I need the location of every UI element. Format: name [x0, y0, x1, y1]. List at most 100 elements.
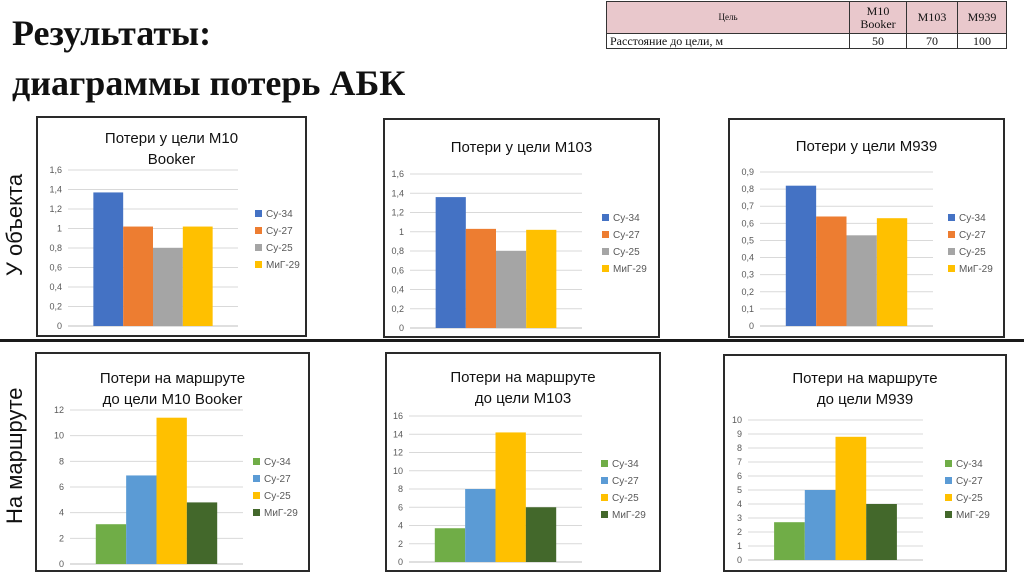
chart-title: Потери у цели М939 [730, 136, 1003, 157]
legend-label: Су-25 [959, 247, 986, 258]
legend-label: Су-34 [959, 213, 986, 224]
legend-swatch [945, 494, 952, 501]
y-tick-label: 8 [737, 443, 742, 453]
legend-label: МиГ-29 [956, 510, 990, 521]
legend-swatch [602, 214, 609, 221]
y-tick-label: 0 [737, 555, 742, 565]
chart-plot: 0 2 4 6 8 10 12 14 16 Су-34 Су-27 Су-25 МиГ-29 [393, 411, 646, 567]
legend-label: Су-27 [613, 230, 640, 241]
chart-title-line: Потери на маршруте [450, 369, 596, 386]
legend-label: Су-25 [612, 493, 639, 504]
table-cell-m10: 50 [849, 33, 907, 49]
y-tick-label: 0,2 [741, 287, 754, 297]
y-tick-label: 1,6 [49, 165, 62, 175]
y-tick-label: 0,7 [741, 201, 754, 211]
y-tick-label: 0,2 [391, 304, 404, 314]
y-tick-label: 0,6 [741, 218, 754, 228]
legend-label: МиГ-29 [264, 508, 298, 519]
table-header-m103: М103 [906, 1, 958, 34]
bar-su-34 [95, 524, 127, 564]
y-tick-label: 4 [398, 521, 403, 531]
legend-swatch [601, 494, 608, 501]
table-header-target: Цель [606, 1, 850, 34]
y-tick-label: 1,2 [49, 204, 62, 214]
legend-swatch [253, 475, 260, 482]
y-tick-label: 0,8 [741, 184, 754, 194]
row-label-at-target: У объекта [2, 173, 27, 277]
bar-su-34 [434, 528, 466, 562]
bar-su-25 [153, 248, 183, 326]
chart-title: Потери на маршруте до цели М10 Booker [37, 368, 308, 410]
bar-mig-29 [182, 226, 213, 326]
chart-panel-at-target-m10: Потери у цели М10 Booker 0 0,2 0,4 0,6 0,8 1 1… [36, 116, 307, 337]
y-tick-label: 10 [54, 431, 64, 441]
chart-plot: 0 0,1 0,2 0,3 0,4 0,5 0,6 0,7 0,8 0,9 Су-34 Су-27 Су… [741, 167, 993, 331]
bar-su-25 [156, 417, 187, 564]
bar-su-34 [785, 185, 817, 326]
y-tick-label: 0,6 [49, 263, 62, 273]
chart-plot: 0 2 4 6 8 10 12 Су-34 Су-27 Су-25 МиГ-29 [54, 405, 298, 569]
y-tick-label: 3 [737, 513, 742, 523]
chart-title-line: до цели М939 [816, 391, 914, 408]
legend-swatch [948, 231, 955, 238]
legend-label: Су-34 [266, 209, 293, 220]
y-tick-label: 0 [59, 559, 64, 569]
y-tick-label: 1,4 [49, 185, 62, 195]
legend-label: Су-34 [264, 457, 291, 468]
y-tick-label: 2 [59, 533, 64, 543]
y-tick-label: 8 [398, 484, 403, 494]
y-tick-label: 2 [398, 539, 403, 549]
y-tick-label: 10 [732, 415, 742, 425]
chart-panel-en-route-m103: Потери на маршруте до цели М103 0 2 4 6 8 10 1… [385, 352, 661, 572]
chart-title: Потери на маршруте до цели М939 [725, 368, 1005, 410]
bar-su-27 [816, 216, 847, 326]
chart-title-line: Потери на маршруте [99, 370, 246, 387]
title-line-1: Результаты: [12, 13, 212, 53]
legend-swatch [948, 248, 955, 255]
table-cell-m939: 100 [957, 33, 1007, 49]
y-tick-label: 0 [749, 321, 754, 331]
y-tick-label: 0,6 [391, 265, 404, 275]
legend-label: Су-34 [956, 459, 983, 470]
legend-label: Су-27 [959, 230, 986, 241]
chart-title-line: Booker [147, 151, 196, 168]
legend-swatch [602, 231, 609, 238]
chart-plot: 0 1 2 3 4 5 6 7 8 9 10 Су-34 Су-27 Су-25 МиГ-29 [732, 415, 990, 565]
legend-swatch [602, 265, 609, 272]
bar-mig-29 [186, 502, 218, 564]
legend-swatch [602, 248, 609, 255]
y-tick-label: 0,1 [741, 304, 754, 314]
chart-title: Потери на маршруте до цели М103 [387, 367, 659, 409]
y-tick-label: 10 [393, 466, 403, 476]
legend-swatch [945, 511, 952, 518]
legend-swatch [945, 460, 952, 467]
legend-swatch [948, 265, 955, 272]
y-tick-label: 0,9 [741, 167, 754, 177]
y-tick-label: 12 [393, 448, 403, 458]
legend-label: Су-25 [613, 247, 640, 258]
title-line-2: диаграммы потерь АБК [12, 63, 406, 103]
y-tick-label: 7 [737, 457, 742, 467]
y-tick-label: 14 [393, 429, 403, 439]
y-tick-label: 0,3 [741, 270, 754, 280]
y-tick-label: 0,2 [49, 302, 62, 312]
legend-label: Су-27 [612, 476, 639, 487]
legend-label: Су-27 [956, 476, 983, 487]
y-tick-label: 4 [737, 499, 742, 509]
bar-su-27 [465, 489, 496, 562]
chart-plot: 0 0,2 0,4 0,6 0,8 1 1,2 1,4 1,6 Су-34 Су-27 Су-25 Ми… [49, 165, 300, 331]
legend-label: Су-25 [264, 491, 291, 502]
bar-mig-29 [525, 507, 557, 562]
bar-su-34 [774, 522, 805, 560]
chart-title-line: Потери на маршруте [792, 370, 938, 387]
bar-su-25 [495, 432, 526, 562]
y-tick-label: 8 [59, 456, 64, 466]
legend-swatch [948, 214, 955, 221]
bar-su-27 [126, 475, 157, 564]
bar-su-25 [496, 251, 527, 328]
legend-swatch [253, 509, 260, 516]
y-tick-label: 1 [399, 227, 404, 237]
legend-label: Су-34 [613, 213, 640, 224]
legend-swatch [253, 492, 260, 499]
legend-label: Су-25 [266, 243, 293, 254]
